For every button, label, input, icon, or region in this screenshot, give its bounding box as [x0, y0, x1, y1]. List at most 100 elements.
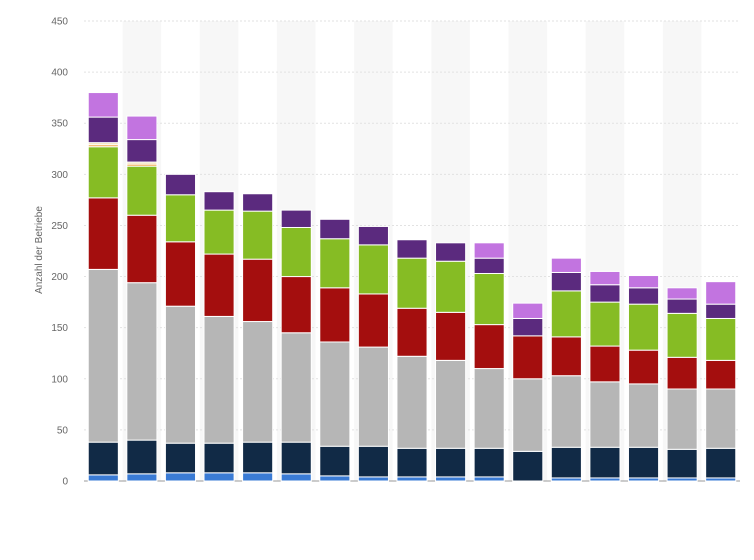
bar-segment[interactable] [589, 381, 621, 448]
bar-stack[interactable] [242, 193, 274, 482]
bar-segment[interactable] [435, 242, 467, 262]
bar-segment[interactable] [435, 447, 467, 478]
bar-segment[interactable] [666, 298, 698, 314]
bar-segment[interactable] [87, 146, 119, 199]
bar-segment[interactable] [126, 115, 158, 141]
bar-segment[interactable] [473, 368, 505, 449]
bar-segment[interactable] [705, 447, 737, 479]
bar-segment[interactable] [550, 271, 582, 292]
bar-stack[interactable] [357, 225, 389, 482]
bar-stack[interactable] [435, 242, 467, 482]
bar-segment[interactable] [319, 218, 351, 240]
bar-segment[interactable] [512, 335, 544, 380]
bar-segment[interactable] [473, 272, 505, 326]
bar-segment[interactable] [627, 446, 660, 479]
bar-segment[interactable] [203, 209, 235, 255]
bar-stack[interactable] [396, 239, 428, 482]
bar-segment[interactable] [242, 472, 274, 482]
bar-segment[interactable] [242, 441, 274, 474]
bar-segment[interactable] [473, 447, 505, 478]
bar-segment[interactable] [550, 336, 582, 377]
bar-segment[interactable] [203, 253, 235, 317]
bar-segment[interactable] [319, 475, 351, 482]
bar-segment[interactable] [473, 242, 505, 259]
bar-segment[interactable] [280, 332, 312, 443]
bar-segment[interactable] [550, 446, 582, 479]
bar-segment[interactable] [396, 355, 428, 449]
bar-stack[interactable] [512, 302, 544, 482]
bar-stack[interactable] [203, 191, 235, 482]
bar-segment[interactable] [435, 359, 467, 449]
bar-segment[interactable] [666, 356, 698, 390]
bar-segment[interactable] [242, 210, 274, 260]
bar-segment[interactable] [164, 194, 197, 243]
bar-segment[interactable] [87, 268, 119, 443]
bar-stack[interactable] [126, 115, 158, 482]
bar-segment[interactable] [627, 303, 660, 351]
bar-segment[interactable] [87, 197, 119, 270]
bar-segment[interactable] [280, 209, 312, 228]
bar-segment[interactable] [550, 257, 582, 273]
bar-segment[interactable] [126, 282, 158, 441]
bar-segment[interactable] [705, 303, 737, 319]
bar-segment[interactable] [357, 293, 389, 348]
bar-segment[interactable] [357, 346, 389, 447]
bar-segment[interactable] [396, 447, 428, 478]
bar-segment[interactable] [550, 375, 582, 448]
bar-segment[interactable] [126, 139, 158, 163]
bar-segment[interactable] [280, 441, 312, 475]
bar-segment[interactable] [87, 441, 119, 476]
bar-stack[interactable] [666, 287, 698, 482]
bar-segment[interactable] [357, 244, 389, 295]
bar-segment[interactable] [357, 445, 389, 478]
bar-stack[interactable] [473, 242, 505, 482]
bar-segment[interactable] [126, 439, 158, 475]
bar-stack[interactable] [627, 275, 660, 482]
bar-segment[interactable] [126, 473, 158, 482]
bar-segment[interactable] [319, 341, 351, 447]
bar-segment[interactable] [164, 472, 197, 482]
bar-segment[interactable] [705, 388, 737, 449]
bar-segment[interactable] [589, 301, 621, 347]
bar-segment[interactable] [627, 349, 660, 385]
bar-segment[interactable] [164, 173, 197, 196]
bar-segment[interactable] [473, 324, 505, 370]
bar-segment[interactable] [627, 287, 660, 305]
bar-segment[interactable] [396, 307, 428, 357]
bar-segment[interactable] [435, 311, 467, 361]
bar-segment[interactable] [396, 476, 428, 482]
bar-segment[interactable] [357, 225, 389, 246]
bar-stack[interactable] [87, 92, 119, 482]
bar-segment[interactable] [396, 257, 428, 309]
bar-segment[interactable] [319, 238, 351, 289]
bar-segment[interactable] [512, 317, 544, 337]
bar-segment[interactable] [357, 476, 389, 482]
bar-segment[interactable] [87, 474, 119, 482]
bar-segment[interactable] [203, 442, 235, 474]
bar-stack[interactable] [319, 218, 351, 482]
bar-stack[interactable] [589, 270, 621, 482]
bar-segment[interactable] [396, 239, 428, 259]
bar-segment[interactable] [242, 193, 274, 212]
bar-segment[interactable] [319, 287, 351, 343]
bar-segment[interactable] [164, 305, 197, 444]
bar-segment[interactable] [512, 450, 544, 482]
bar-segment[interactable] [473, 476, 505, 482]
bar-segment[interactable] [164, 442, 197, 474]
bar-segment[interactable] [589, 345, 621, 383]
bar-segment[interactable] [705, 359, 737, 390]
bar-segment[interactable] [589, 270, 621, 286]
bar-segment[interactable] [164, 241, 197, 307]
bar-segment[interactable] [435, 260, 467, 313]
bar-segment[interactable] [512, 302, 544, 319]
bar-stack[interactable] [550, 257, 582, 482]
bar-segment[interactable] [87, 116, 119, 144]
bar-segment[interactable] [473, 257, 505, 274]
bar-segment[interactable] [280, 473, 312, 482]
bar-segment[interactable] [666, 312, 698, 358]
bar-stack[interactable] [164, 173, 197, 482]
bar-segment[interactable] [435, 476, 467, 482]
bar-segment[interactable] [87, 92, 119, 118]
bar-segment[interactable] [589, 284, 621, 303]
bar-segment[interactable] [203, 315, 235, 444]
